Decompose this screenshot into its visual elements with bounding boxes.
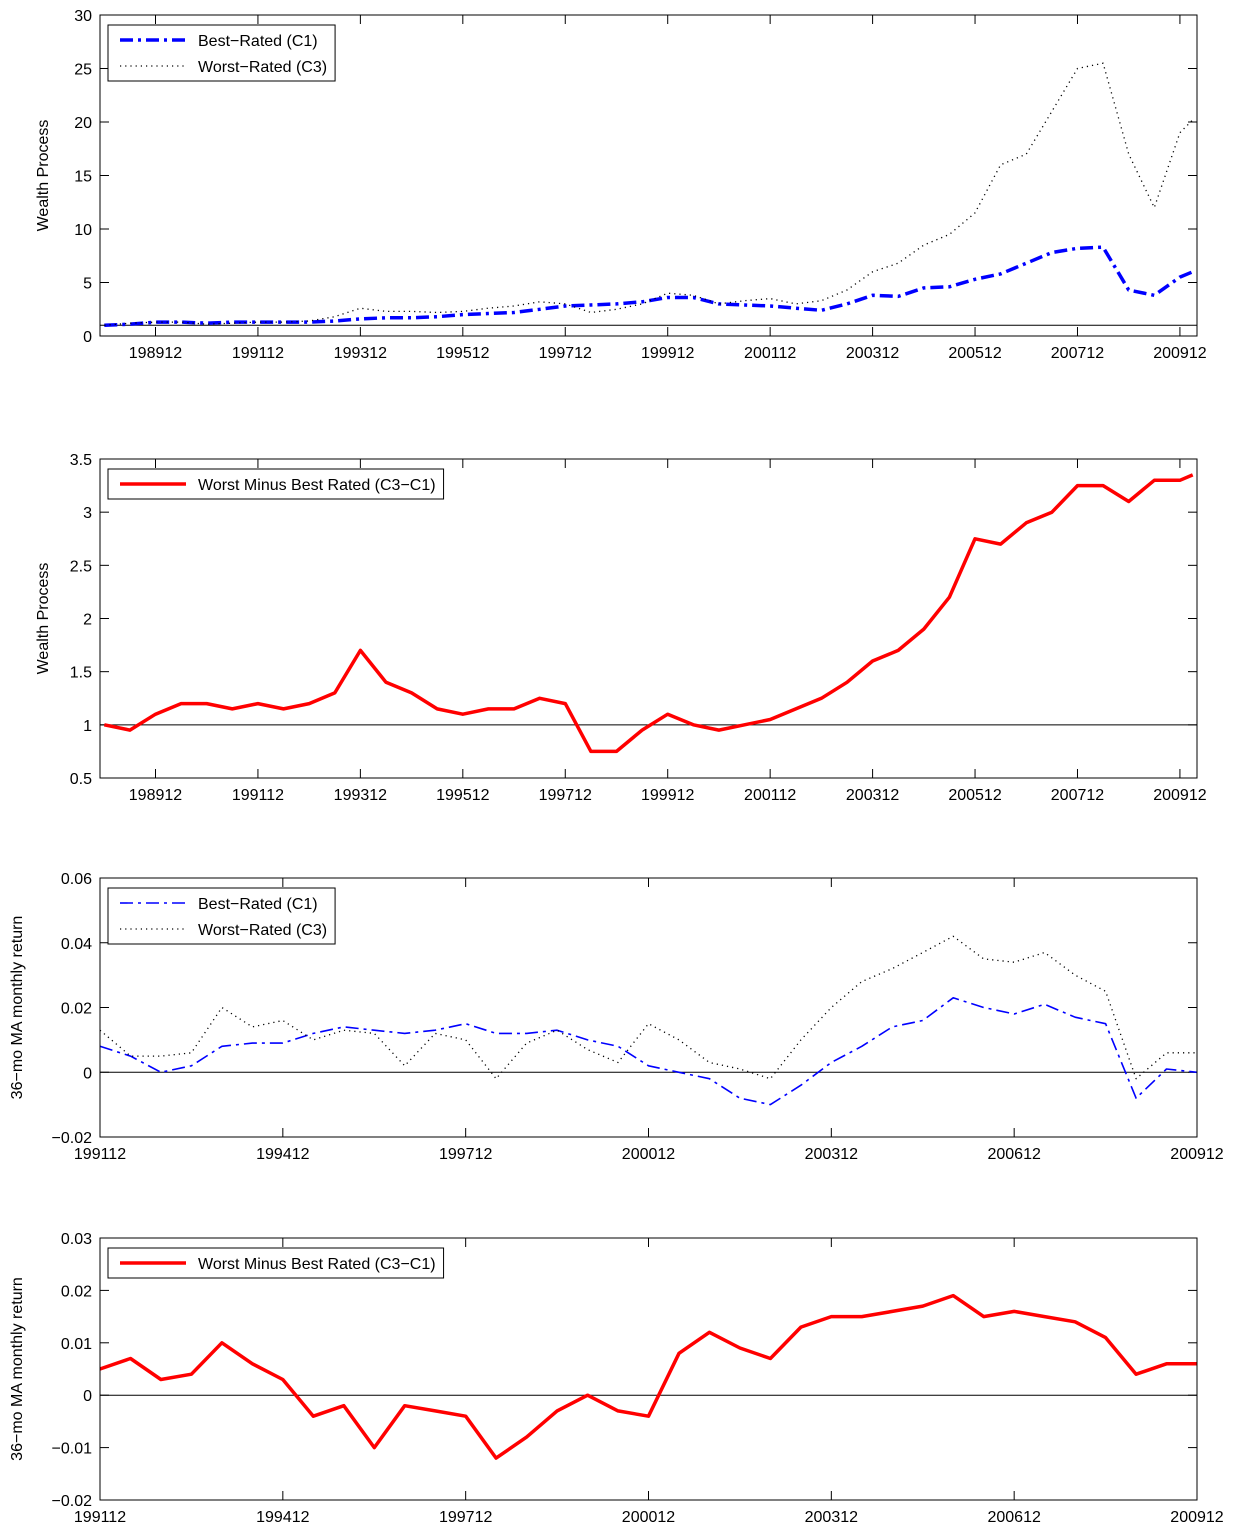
x-tick-label: 198912 <box>129 345 182 362</box>
plot-frame <box>99 1237 1198 1501</box>
x-tick-label: 200512 <box>948 345 1001 362</box>
series-line <box>104 245 1194 328</box>
y-tick-label: 2 <box>83 612 92 629</box>
y-tick-label: 3 <box>83 505 92 522</box>
x-tick-label: 199412 <box>256 1146 309 1163</box>
legend-label: Worst−Rated (C3) <box>198 59 327 76</box>
y-tick-label: 30 <box>74 8 92 25</box>
legend-box <box>107 887 336 945</box>
plot-frame <box>99 877 1198 1138</box>
x-tick-label: 200312 <box>846 345 899 362</box>
y-tick-label: 2.5 <box>70 558 92 575</box>
panel: 0 5 10 15 20 25 30 198912 199112 199312 199512 1997… <box>35 8 1207 362</box>
legend-label: Best−Rated (C1) <box>198 896 318 913</box>
legend-label: Worst Minus Best Rated (C3−C1) <box>198 477 436 494</box>
x-tick-label: 200712 <box>1051 345 1104 362</box>
y-tick-label: −0.01 <box>52 1441 93 1458</box>
x-tick-label: 199512 <box>436 345 489 362</box>
panel: −0.02 −0.01 0 0.01 0.02 0.03 199112 199412 19971… <box>9 1231 1224 1526</box>
y-tick-label: 25 <box>74 62 92 79</box>
x-tick-label: 200712 <box>1051 787 1104 804</box>
x-tick-label: 200912 <box>1153 345 1206 362</box>
series-line <box>103 473 1194 754</box>
y-tick-label: 0.01 <box>61 1336 92 1353</box>
x-tick-label: 200912 <box>1153 787 1206 804</box>
y-axis-label: Wealth Process <box>35 120 52 232</box>
legend-label: Worst Minus Best Rated (C3−C1) <box>198 1256 436 1273</box>
y-tick-label: 0.04 <box>61 936 92 953</box>
x-tick-label: 199312 <box>334 345 387 362</box>
legend: Worst Minus Best Rated (C3−C1) <box>107 468 445 500</box>
x-tick-label: 200112 <box>744 787 796 804</box>
y-tick-label: 0.02 <box>61 1001 92 1018</box>
x-tick-label: 199712 <box>539 345 592 362</box>
x-tick-label: 199112 <box>232 787 284 804</box>
legend: Worst Minus Best Rated (C3−C1) <box>107 1247 445 1279</box>
y-tick-label: 0.03 <box>61 1231 92 1248</box>
x-tick-label: 199712 <box>439 1509 492 1526</box>
legend-label: Worst−Rated (C3) <box>198 922 327 939</box>
series-line <box>99 1293 1197 1460</box>
y-tick-label: 0.5 <box>70 771 92 788</box>
x-tick-label: 200112 <box>744 345 796 362</box>
legend: Best−Rated (C1) Worst−Rated (C3) <box>107 24 336 82</box>
x-tick-label: 199312 <box>334 787 387 804</box>
x-tick-label: 199112 <box>232 345 284 362</box>
legend: Best−Rated (C1) Worst−Rated (C3) <box>107 887 336 945</box>
x-tick-label: 200612 <box>987 1146 1040 1163</box>
x-tick-label: 200912 <box>1170 1509 1223 1526</box>
x-tick-label: 200612 <box>987 1509 1040 1526</box>
y-tick-label: −0.02 <box>52 1493 93 1510</box>
x-tick-label: 199512 <box>436 787 489 804</box>
x-tick-label: 199412 <box>256 1509 309 1526</box>
y-tick-label: 1.5 <box>70 665 92 682</box>
y-tick-label: 15 <box>74 169 92 186</box>
y-axis-label: Wealth Process <box>35 563 52 675</box>
x-tick-label: 200012 <box>622 1509 675 1526</box>
y-tick-label: 0.06 <box>61 871 92 888</box>
legend-box <box>107 24 336 82</box>
plot-frame <box>99 14 1198 337</box>
x-tick-label: 200912 <box>1170 1146 1223 1163</box>
x-tick-label: 199112 <box>74 1509 126 1526</box>
x-tick-label: 200312 <box>805 1146 858 1163</box>
x-tick-label: 199712 <box>539 787 592 804</box>
y-tick-label: 0 <box>83 1388 92 1405</box>
panel: 0.5 1 1.5 2 2.5 3 3.5 198912 199112 199312 199512 1… <box>35 452 1207 804</box>
legend-box <box>107 468 445 500</box>
x-tick-label: 198912 <box>129 787 182 804</box>
x-tick-label: 200012 <box>622 1146 675 1163</box>
y-tick-label: −0.02 <box>52 1130 93 1147</box>
series-line <box>99 997 1198 1106</box>
x-tick-label: 199912 <box>641 345 694 362</box>
y-tick-label: 10 <box>74 222 92 239</box>
y-tick-label: 3.5 <box>70 452 92 469</box>
x-tick-label: 200312 <box>846 787 899 804</box>
y-tick-label: 0 <box>83 1065 92 1082</box>
legend-label: Best−Rated (C1) <box>198 33 318 50</box>
plot-frame <box>99 458 1198 779</box>
y-tick-label: 1 <box>83 718 92 735</box>
x-tick-label: 199712 <box>439 1146 492 1163</box>
x-tick-label: 199112 <box>74 1146 126 1163</box>
x-tick-label: 200512 <box>948 787 1001 804</box>
y-tick-label: 20 <box>74 115 92 132</box>
panel: −0.02 0 0.02 0.04 0.06 199112 199412 199712 2000… <box>9 871 1224 1163</box>
x-tick-label: 199912 <box>641 787 694 804</box>
y-tick-label: 0.02 <box>61 1283 92 1300</box>
y-axis-label: 36−mo MA monthly return <box>9 1277 26 1461</box>
y-tick-label: 5 <box>83 276 92 293</box>
y-tick-label: 0 <box>83 329 92 346</box>
series-line <box>104 62 1194 326</box>
y-axis-label: 36−mo MA monthly return <box>9 916 26 1100</box>
x-tick-label: 200312 <box>805 1509 858 1526</box>
